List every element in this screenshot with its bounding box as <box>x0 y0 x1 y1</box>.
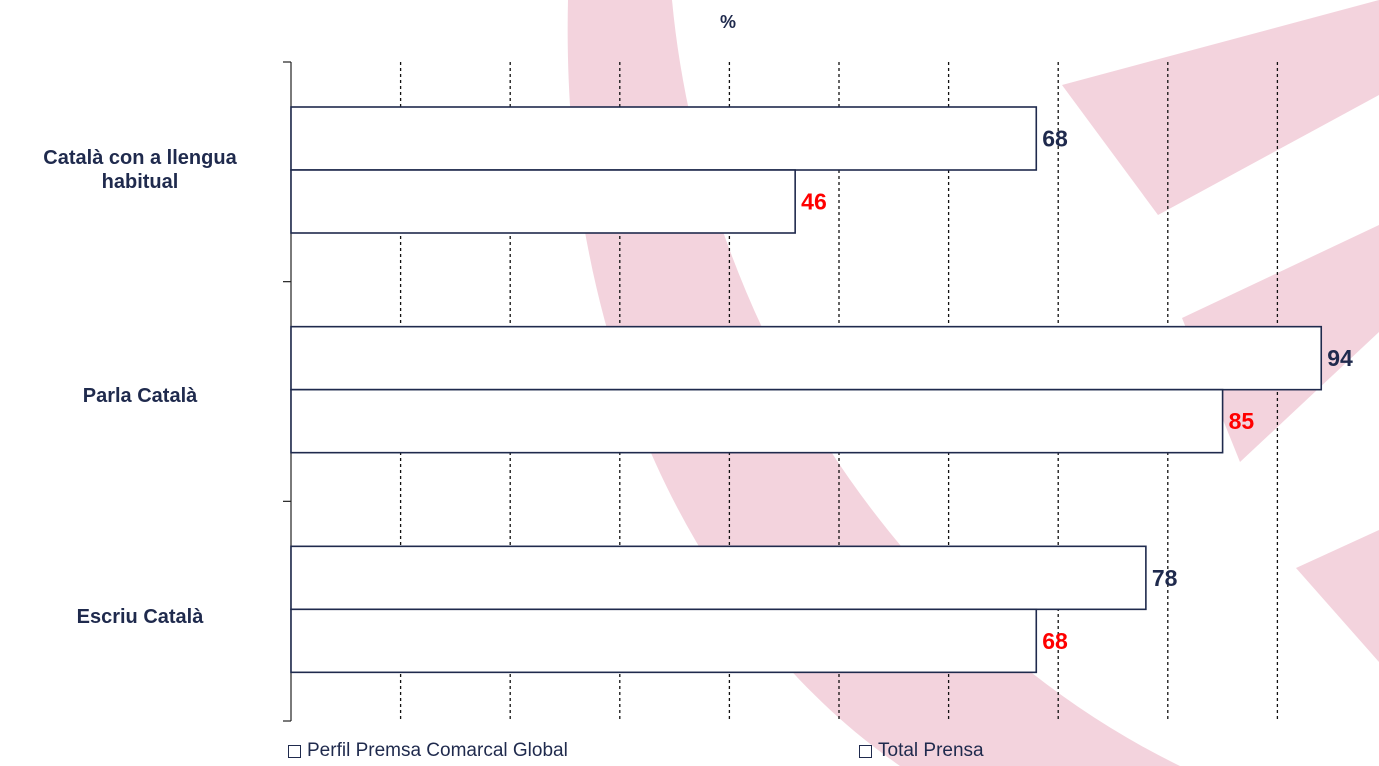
legend-swatch-icon <box>288 744 301 758</box>
bar <box>290 545 1147 611</box>
background-stripe <box>1062 0 1379 215</box>
data-label: 78 <box>1152 565 1178 591</box>
background-stripe <box>1296 530 1379 662</box>
data-label: 46 <box>801 189 827 215</box>
bar <box>290 325 1323 391</box>
category-label: Escriu Català <box>76 606 204 628</box>
legend-item: Perfil Premsa Comarcal Global <box>288 740 568 762</box>
data-label: 85 <box>1229 408 1255 434</box>
bar <box>290 106 1038 171</box>
category-label: Català con a llengua habitual <box>43 147 237 193</box>
data-label: 68 <box>1042 628 1068 654</box>
bar <box>290 388 1224 454</box>
data-labels: 68 46 94 85 78 68 <box>801 126 1353 654</box>
bar <box>290 608 1038 674</box>
unit-label: % <box>720 12 737 32</box>
category-label: Parla Català <box>82 385 198 407</box>
data-label: 68 <box>1042 126 1068 152</box>
bar <box>290 169 796 234</box>
legend-item: Total Prensa <box>859 740 984 762</box>
y-axis <box>283 61 292 722</box>
data-label: 94 <box>1327 345 1353 371</box>
legend-label: Perfil Premsa Comarcal Global <box>307 740 568 761</box>
legend-swatch-icon <box>859 744 872 758</box>
bars <box>290 106 1323 674</box>
legend-label: Total Prensa <box>878 740 984 761</box>
